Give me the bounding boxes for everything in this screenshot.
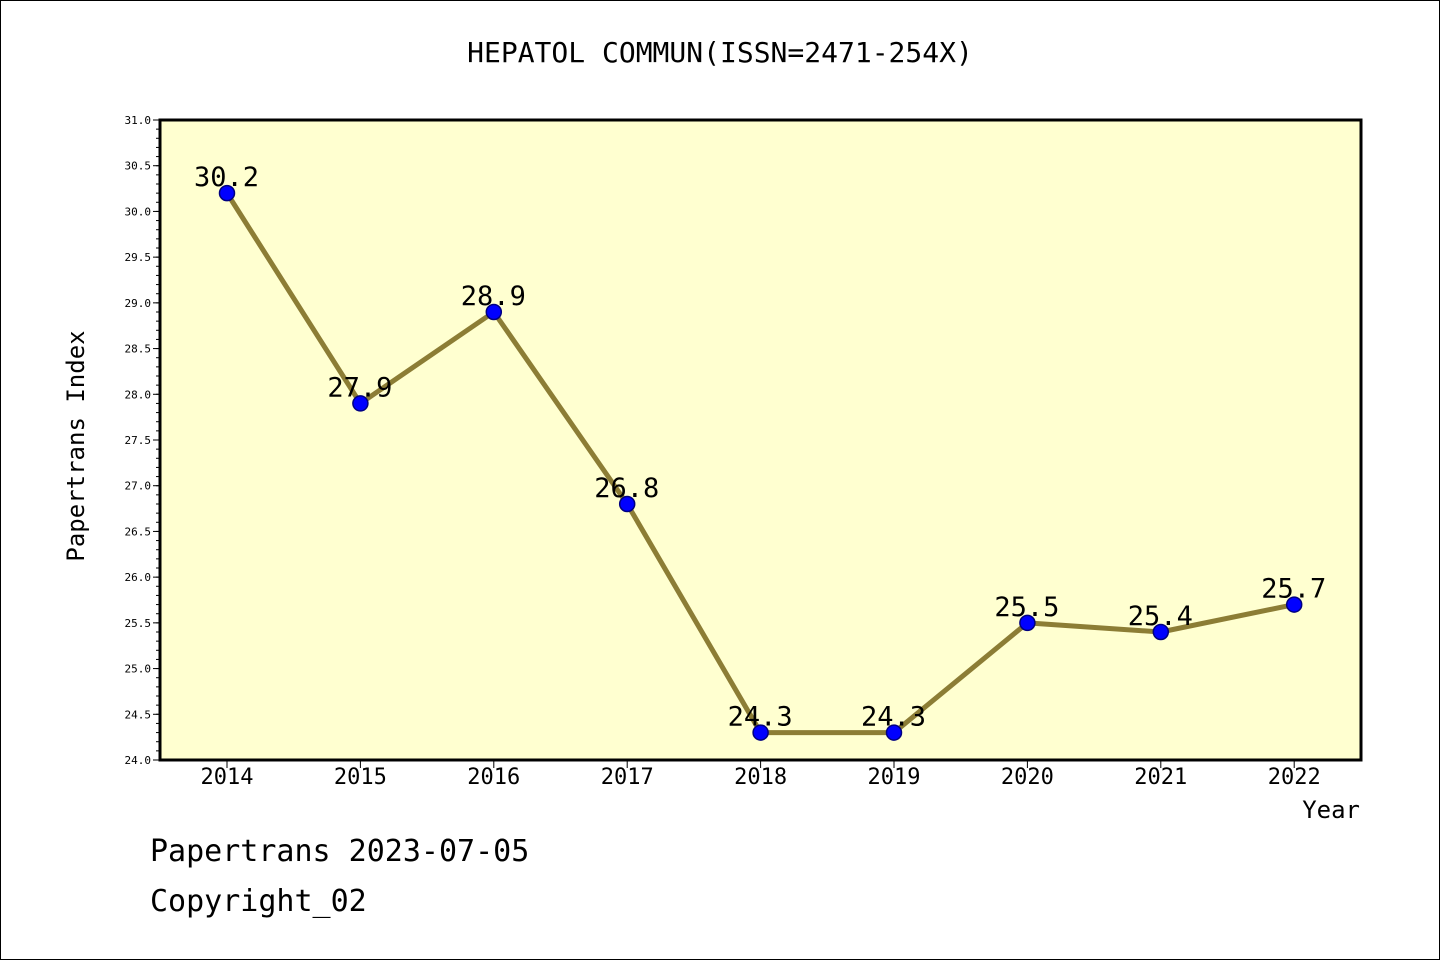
- x-tick-label: 2018: [734, 765, 787, 790]
- y-tick-label: 30.0: [125, 205, 152, 218]
- data-label: 25.7: [1261, 574, 1326, 605]
- footer-date: Papertrans 2023-07-05: [150, 834, 530, 869]
- data-point: [352, 395, 369, 412]
- data-point: [885, 724, 903, 741]
- y-tick-label: 31.0: [125, 114, 152, 127]
- y-tick-label: 25.0: [125, 663, 152, 676]
- data-point: [1152, 623, 1170, 641]
- data-point: [218, 184, 236, 202]
- y-tick-label: 28.0: [125, 388, 152, 401]
- plot-area: [158, 118, 1363, 762]
- x-tick-label: 2014: [201, 765, 254, 790]
- y-tick-label: 29.0: [125, 297, 152, 310]
- data-point: [618, 495, 636, 513]
- y-tick-label: 26.0: [125, 571, 152, 584]
- x-tick-label: 2022: [1268, 765, 1321, 790]
- data-label: 26.8: [594, 473, 659, 504]
- data-label: 27.9: [327, 372, 392, 403]
- x-tick-label: 2017: [601, 765, 654, 790]
- data-point: [485, 303, 503, 321]
- x-tick-label: 2019: [868, 765, 921, 790]
- x-tick-label: 2020: [1001, 765, 1054, 790]
- data-label: 24.3: [728, 702, 793, 733]
- y-tick-label: 25.5: [125, 617, 152, 630]
- chart-title: HEPATOL COMMUN(ISSN=2471-254X): [467, 36, 973, 69]
- y-tick-label: 26.5: [125, 525, 152, 538]
- x-tick-label: 2021: [1134, 765, 1187, 790]
- data-label: 24.3: [861, 702, 926, 733]
- y-tick-label: 29.5: [125, 251, 152, 264]
- y-tick-label: 24.5: [125, 708, 152, 721]
- y-tick-label: 24.0: [125, 754, 152, 767]
- y-tick-label: 30.5: [125, 160, 152, 173]
- x-tick-label: 2016: [467, 765, 520, 790]
- data-point: [752, 724, 769, 741]
- x-tick-label: 2015: [334, 765, 387, 790]
- x-axis-label: Year: [1302, 796, 1360, 824]
- data-label: 28.9: [461, 281, 526, 312]
- y-tick-label: 28.5: [125, 343, 152, 356]
- data-point: [1019, 614, 1036, 632]
- data-label: 30.2: [194, 162, 259, 193]
- data-label: 25.4: [1128, 601, 1193, 632]
- data-label: 25.5: [994, 592, 1059, 623]
- footer-copyright: Copyright_02: [150, 884, 367, 919]
- y-tick-label: 27.0: [125, 480, 152, 493]
- y-tick-label: 27.5: [125, 434, 152, 447]
- data-point: [1285, 596, 1303, 613]
